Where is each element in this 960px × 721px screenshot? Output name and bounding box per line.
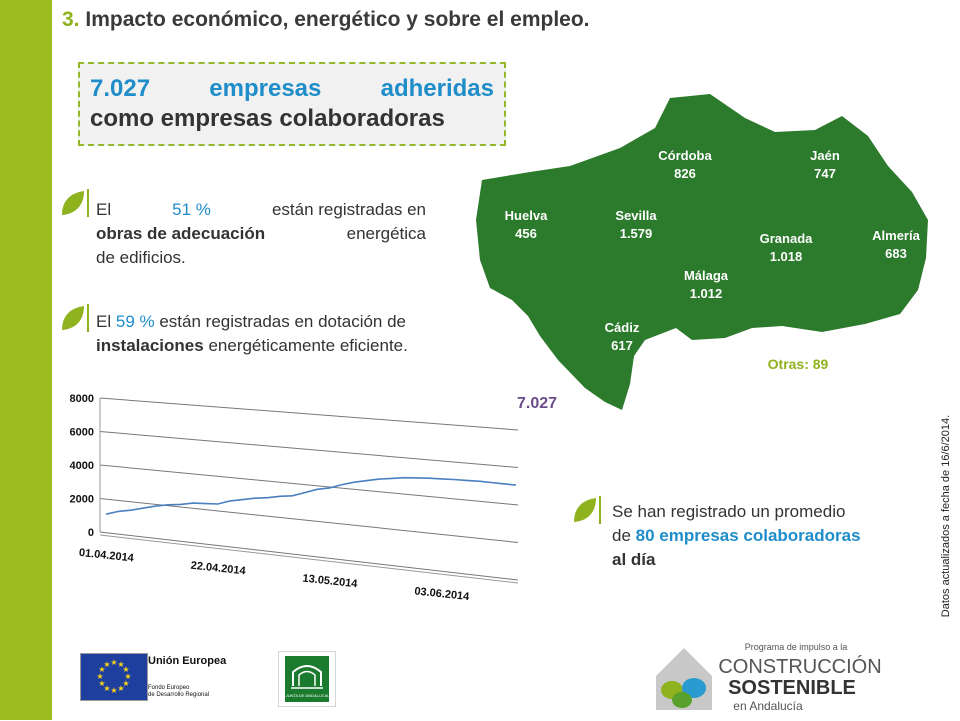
eu-logo: ★ ★ ★ ★ ★ ★ ★ ★ ★ ★ ★ ★ Unión Europea Fondo Euro… xyxy=(80,653,240,705)
leaf-icon xyxy=(62,304,89,332)
section-number: 3. xyxy=(62,8,80,31)
province-name-granada: Granada xyxy=(760,231,814,246)
province-value-almeria: 683 xyxy=(885,246,907,261)
percentage-51: 51 % xyxy=(172,200,211,219)
eu-title: Unión Europea xyxy=(148,655,227,667)
bullet-text: El xyxy=(96,312,112,331)
bullet-text: están registradas en dotación de xyxy=(159,312,407,331)
date-footnote-text: Datos actualizados a fecha de 16/6/2014. xyxy=(940,414,952,618)
x-axis-line xyxy=(99,534,519,584)
junta-label: JUNTA DE ANDALUCIA xyxy=(286,693,329,698)
y-tick-label: 2000 xyxy=(70,494,94,506)
gridline xyxy=(99,464,519,506)
percentage-59: 59 % xyxy=(115,312,155,331)
eu-subtitle-line: de Desarrollo Regional xyxy=(148,692,210,698)
bullet-instalaciones: El 59 % están registradas en dotación de… xyxy=(96,310,496,358)
province-name-malaga: Málaga xyxy=(684,268,729,283)
province-value-cadiz: 617 xyxy=(611,338,633,353)
svg-text:★: ★ xyxy=(110,658,117,667)
svg-text:★: ★ xyxy=(110,686,117,695)
date-footnote: Datos actualizados a fecha de 16/6/2014. xyxy=(932,398,960,634)
svg-text:★: ★ xyxy=(117,660,124,669)
csa-line-3: SOSTENIBLE xyxy=(728,677,856,699)
bullet-text: El xyxy=(96,200,112,219)
callout-word-2: adheridas xyxy=(380,75,494,102)
bullet-text: energética xyxy=(346,224,426,243)
x-tick-label: 22.04.2014 xyxy=(190,560,247,578)
province-value-granada: 1.018 xyxy=(770,249,803,264)
y-tick-label: 4000 xyxy=(70,460,94,472)
svg-text:★: ★ xyxy=(117,684,124,693)
bullet-text: Se han registrado un promedio xyxy=(612,502,846,521)
svg-text:★: ★ xyxy=(103,684,110,693)
construccion-sostenible-logo: Programa de impulso a la CONSTRUCCIÓN SO… xyxy=(650,636,910,716)
callout-line-2: como empresas colaboradoras xyxy=(90,105,445,132)
gridline xyxy=(99,431,519,468)
csa-line-4: en Andalucía xyxy=(733,699,803,713)
y-tick-label: 6000 xyxy=(70,427,94,439)
gridline xyxy=(99,498,519,543)
y-tick-label: 0 xyxy=(88,527,94,539)
eu-stars-icon: ★ ★★ ★★★ ★★★ ★★★ xyxy=(96,658,131,695)
callout-count: 7.027 xyxy=(90,75,151,102)
csa-line-2: CONSTRUCCIÓN xyxy=(718,655,881,678)
svg-text:★: ★ xyxy=(98,679,105,688)
eu-subtitle: Fondo Europeo de Desarrollo Regional xyxy=(148,685,209,699)
bullet-text: energéticamente eficiente. xyxy=(208,336,408,355)
bullet-text: de xyxy=(612,526,631,545)
province-name-cordoba: Córdoba xyxy=(658,148,712,163)
bullet-bold: instalaciones xyxy=(96,336,204,355)
province-name-almeria: Almería xyxy=(872,228,920,243)
y-tick-label: 8000 xyxy=(70,393,94,405)
page-title: 3. Impacto económico, energético y sobre… xyxy=(62,8,590,32)
section-title: Impacto económico, energético y sobre el… xyxy=(85,8,590,31)
province-name-jaen: Jaén xyxy=(810,148,840,163)
junta-andalucia-logo: JUNTA DE ANDALUCIA xyxy=(278,651,336,707)
bullet-bold: obras de adecuación xyxy=(96,224,266,243)
chart-annotation: 7.027 xyxy=(517,395,558,412)
andalusia-map: Córdoba 826 Jaén 747 Huelva 456 Sevilla … xyxy=(476,94,928,410)
growth-line-chart: 0 2000 4000 6000 8000 01.04.2014 22.04.2014 13.… xyxy=(70,393,519,603)
leaf-icon xyxy=(574,496,601,524)
bullet-text: de edificios. xyxy=(96,248,186,267)
bullet-promedio: Se han registrado un promedio de 80 empr… xyxy=(612,500,932,572)
province-value-malaga: 1.012 xyxy=(690,286,723,301)
x-tick-label: 01.04.2014 xyxy=(78,547,135,565)
svg-text:★: ★ xyxy=(98,665,105,674)
gridline xyxy=(99,531,519,581)
callout-line-1: 7.027 empresas adheridas xyxy=(90,74,494,104)
province-value-huelva: 456 xyxy=(515,226,537,241)
province-value-cordoba: 826 xyxy=(674,166,696,181)
province-name-sevilla: Sevilla xyxy=(615,208,657,223)
province-name-cadiz: Cádiz xyxy=(605,320,640,335)
province-value-sevilla: 1.579 xyxy=(620,226,653,241)
svg-text:★: ★ xyxy=(122,665,129,674)
leaf-icon xyxy=(62,189,89,217)
bullet-bold: al día xyxy=(612,550,656,569)
svg-text:★: ★ xyxy=(122,679,129,688)
bullet-highlight: 80 empresas colaboradoras xyxy=(635,526,861,545)
map-shape xyxy=(476,94,928,410)
others-label: Otras: 89 xyxy=(768,356,829,372)
province-value-jaen: 747 xyxy=(814,166,836,181)
svg-text:★: ★ xyxy=(103,660,110,669)
x-tick-label: 13.05.2014 xyxy=(302,573,359,591)
svg-text:★: ★ xyxy=(96,672,103,681)
csa-line-1: Programa de impulso a la xyxy=(745,642,848,652)
x-tick-label: 03.06.2014 xyxy=(414,585,471,603)
eu-subtitle-line: Fondo Europeo xyxy=(148,685,190,691)
left-accent-bar xyxy=(0,0,52,720)
csa-logo-icon: Programa de impulso a la CONSTRUCCIÓN SO… xyxy=(656,642,882,713)
svg-text:★: ★ xyxy=(124,672,131,681)
bullet-text: están registradas en xyxy=(271,200,426,219)
bullet-obras: El 51 % están registradas en obras de ad… xyxy=(96,198,426,270)
series-line xyxy=(105,476,517,515)
gridline xyxy=(99,397,519,431)
junta-emblem-icon: JUNTA DE ANDALUCIA xyxy=(285,656,329,702)
companies-callout: 7.027 empresas adheridas como empresas c… xyxy=(78,62,506,146)
callout-word-1: empresas xyxy=(209,75,322,102)
province-name-huelva: Huelva xyxy=(505,208,548,223)
eu-flag-icon: ★ ★ ★ ★ ★ ★ ★ ★ ★ ★ ★ ★ xyxy=(80,653,148,701)
